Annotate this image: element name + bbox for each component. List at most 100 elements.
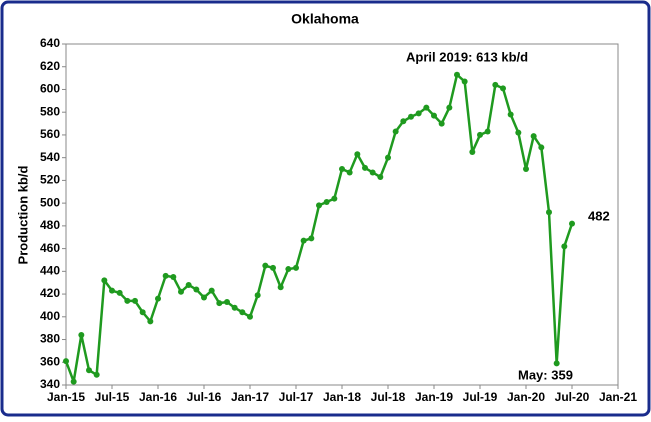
y-tick-label: 600	[40, 82, 60, 96]
y-axis-title: Production kb/d	[15, 165, 30, 264]
point	[201, 294, 207, 301]
y-tick-label: 400	[40, 309, 60, 323]
point	[224, 299, 230, 306]
annotation: 482	[588, 208, 610, 223]
point	[178, 288, 184, 295]
x-tick-label: Jul-16	[187, 390, 222, 404]
point	[208, 287, 215, 294]
point	[569, 220, 575, 227]
point	[561, 243, 568, 250]
point	[262, 262, 269, 269]
point	[216, 300, 223, 307]
point	[354, 151, 361, 158]
y-tick-label: 420	[40, 286, 60, 300]
x-tick-label: Jan-20	[507, 390, 545, 404]
point	[132, 297, 138, 304]
point	[63, 358, 69, 365]
point	[523, 166, 529, 173]
point	[155, 295, 161, 302]
point	[408, 113, 414, 120]
point	[316, 202, 322, 209]
point	[231, 304, 238, 311]
point	[270, 264, 276, 271]
point	[446, 104, 453, 111]
point	[239, 309, 246, 316]
point	[247, 313, 253, 320]
point	[461, 78, 468, 85]
y-tick-label: 380	[40, 332, 60, 346]
point	[78, 331, 85, 338]
x-tick-label: Jul-17	[279, 390, 314, 404]
point	[415, 110, 422, 117]
point	[492, 81, 499, 88]
chart-title: Oklahoma	[291, 11, 359, 27]
point	[346, 169, 353, 176]
point	[500, 85, 506, 92]
point	[124, 297, 131, 304]
point	[339, 166, 345, 173]
y-tick-label: 580	[40, 104, 60, 118]
point	[385, 154, 391, 161]
point	[431, 112, 437, 119]
point	[308, 235, 315, 242]
point	[323, 198, 330, 205]
point	[362, 164, 368, 171]
point	[162, 272, 169, 279]
point	[185, 281, 192, 288]
point	[116, 289, 123, 296]
y-tick-label: 460	[40, 241, 60, 255]
point	[438, 120, 445, 127]
point	[285, 266, 292, 273]
point	[538, 144, 545, 151]
y-tick-label: 520	[40, 173, 60, 187]
point	[139, 309, 146, 316]
point	[484, 128, 491, 135]
point	[147, 318, 154, 325]
point	[93, 371, 100, 378]
point	[170, 274, 177, 281]
x-tick-label: Jul-19	[463, 390, 498, 404]
y-tick-label: 640	[40, 36, 60, 50]
point	[293, 264, 299, 271]
x-tick-label: Jul-20	[555, 390, 590, 404]
x-tick-label: Jan-21	[599, 390, 637, 404]
point	[469, 148, 476, 155]
x-tick-label: Jul-15	[95, 390, 130, 404]
point	[109, 287, 115, 294]
point	[277, 284, 284, 291]
point	[477, 131, 483, 138]
y-tick-label: 360	[40, 354, 60, 368]
point	[369, 169, 376, 176]
annotation: April 2019: 613 kb/d	[406, 49, 528, 64]
y-tick-label: 560	[40, 127, 60, 141]
point	[70, 378, 77, 385]
x-tick-label: Jan-15	[47, 390, 85, 404]
point	[193, 286, 200, 293]
point	[515, 129, 522, 136]
y-tick-label: 440	[40, 264, 60, 278]
point	[400, 118, 407, 125]
point	[423, 104, 430, 111]
y-tick-label: 620	[40, 59, 60, 73]
y-tick-label: 340	[40, 377, 60, 391]
y-tick-label: 540	[40, 150, 60, 164]
x-tick-label: Jul-18	[371, 390, 406, 404]
point	[546, 209, 552, 216]
annotation: May: 359	[518, 367, 573, 382]
x-tick-label: Jan-19	[415, 390, 453, 404]
point	[101, 277, 108, 284]
x-tick-label: Jan-17	[231, 390, 269, 404]
point	[530, 133, 537, 140]
y-tick-label: 500	[40, 195, 60, 209]
x-tick-label: Jan-18	[323, 390, 361, 404]
point	[454, 71, 460, 78]
x-tick-label: Jan-16	[139, 390, 177, 404]
point	[392, 128, 399, 135]
point	[86, 367, 92, 374]
y-tick-label: 480	[40, 218, 60, 232]
point	[331, 195, 338, 202]
point	[377, 173, 384, 180]
